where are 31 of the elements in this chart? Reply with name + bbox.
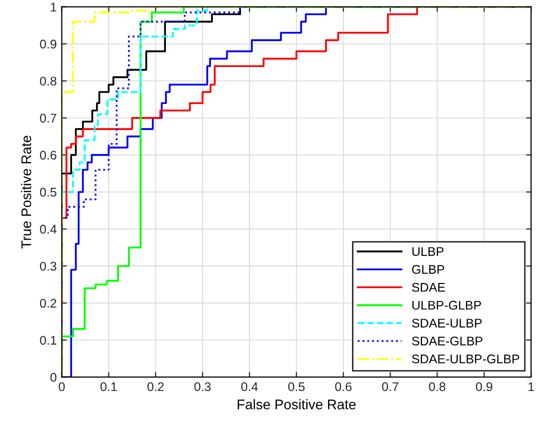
x-tick-label: 0.7 xyxy=(382,382,398,392)
y-axis-title: True Positive Rate xyxy=(21,136,32,249)
y-tick-label: 0.8 xyxy=(40,76,56,86)
legend-label: SDAE-ULBP xyxy=(412,318,482,328)
legend-label: SDAE-GLBP xyxy=(412,336,482,346)
y-tick-label: 0 xyxy=(50,372,56,382)
y-tick-label: 0.5 xyxy=(40,188,56,197)
y-tick-label: 0.6 xyxy=(40,150,56,160)
x-tick-label: 0.6 xyxy=(335,382,352,392)
y-tick-label: 1 xyxy=(50,2,56,12)
legend-label: ULBP xyxy=(412,247,444,256)
legend-label: GLBP xyxy=(412,265,444,274)
legend-label: SDAE xyxy=(412,282,445,292)
x-tick-label: 0 xyxy=(58,382,65,392)
x-tick-label: 1 xyxy=(528,382,534,392)
y-tick-label: 0.1 xyxy=(40,336,56,345)
x-axis-title: False Positive Rate xyxy=(238,399,356,410)
x-tick-label: 0.4 xyxy=(241,382,258,392)
legend-label: ULBP-GLBP xyxy=(412,300,481,310)
legend-label: SDAE-ULBP-GLBP xyxy=(412,354,520,364)
x-tick-label: 0.9 xyxy=(476,382,492,392)
y-tick-label: 0.9 xyxy=(40,40,56,49)
x-tick-label: 0.8 xyxy=(429,382,446,392)
y-tick-label: 0.7 xyxy=(40,114,56,123)
x-tick-label: 0.5 xyxy=(288,382,305,392)
x-tick-label: 0.2 xyxy=(147,382,164,392)
y-tick-label: 0.3 xyxy=(40,262,56,271)
y-tick-label: 0.2 xyxy=(40,298,56,308)
x-tick-label: 0.3 xyxy=(194,382,211,392)
y-tick-label: 0.4 xyxy=(40,224,57,234)
x-tick-label: 0.1 xyxy=(100,382,117,392)
